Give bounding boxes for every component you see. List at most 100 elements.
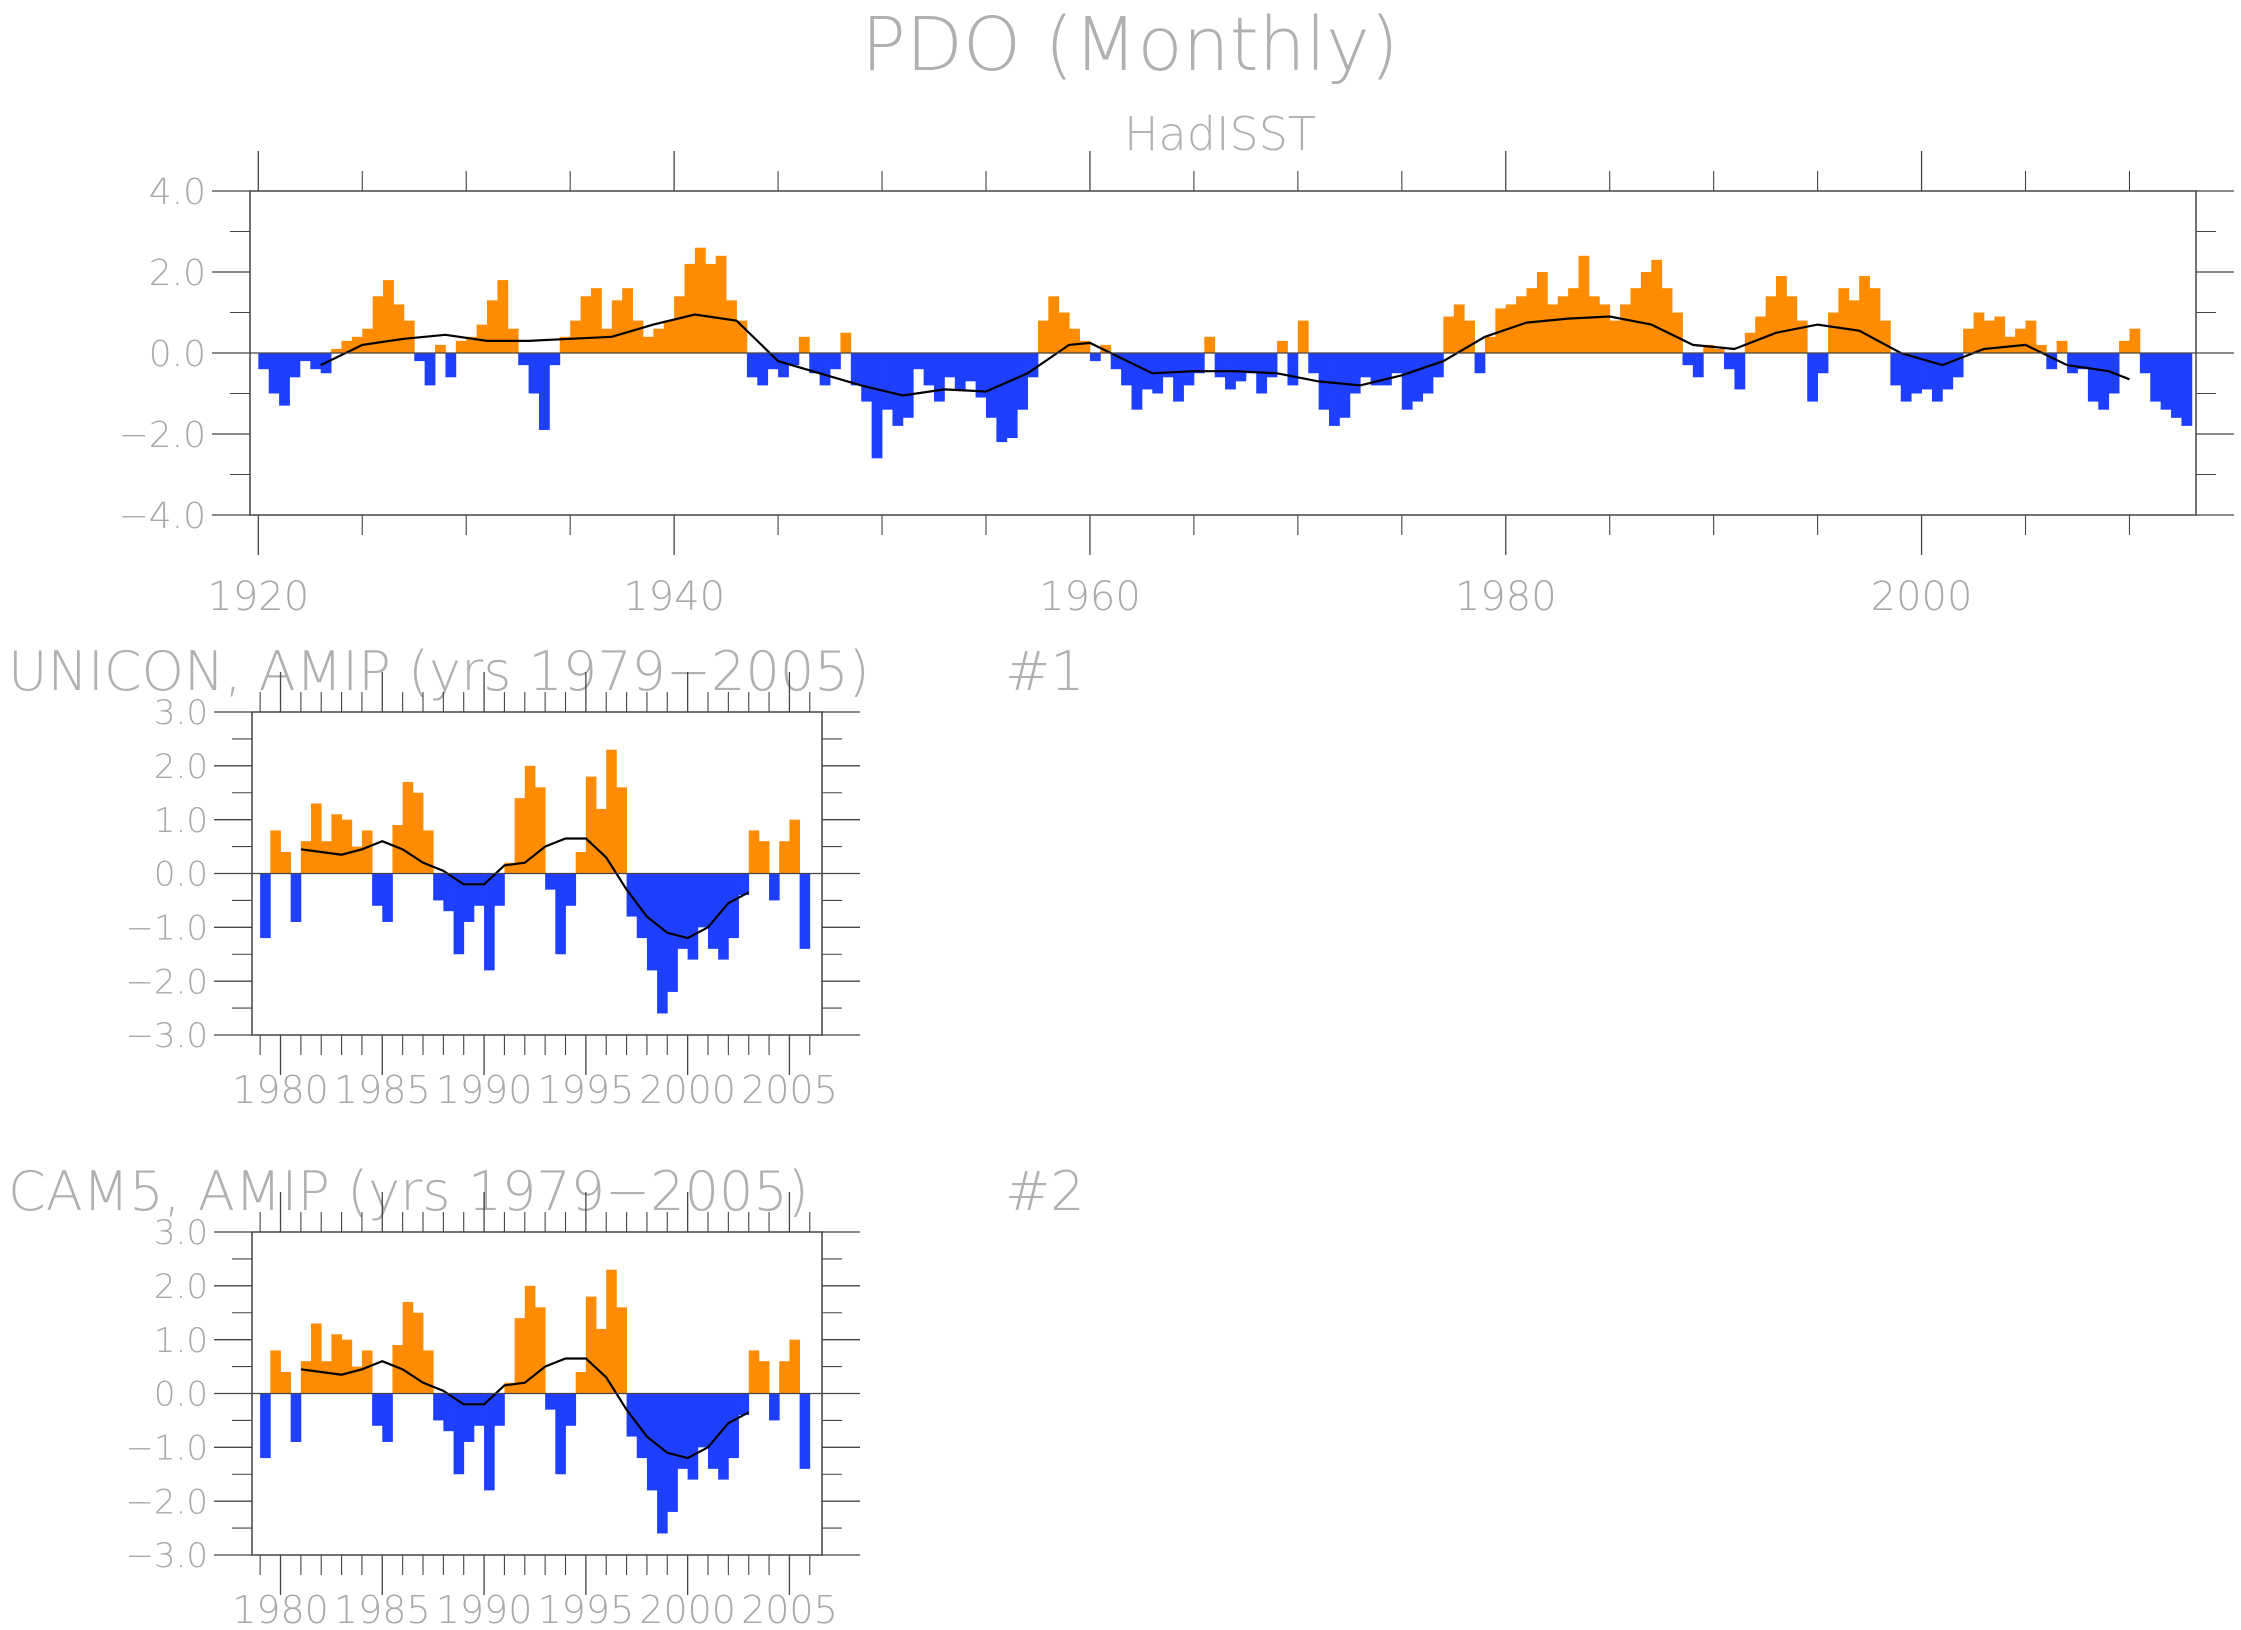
positive-bar [1277,340,1288,353]
positive-bar [2129,328,2141,353]
positive-bar [632,320,644,353]
negative-bar [1921,353,1933,390]
y-tick-label: −1.0 [125,1429,208,1469]
positive-bar [570,320,581,353]
negative-bar [453,873,465,955]
positive-bar [1453,304,1465,353]
positive-bar [1048,296,1060,353]
smoothed-line [300,1357,750,1460]
negative-bar [934,353,945,402]
y-tick-label: 2.0 [149,253,206,294]
negative-bar [767,353,779,370]
negative-bar [636,873,648,939]
x-tick-label: 2000 [639,1588,736,1630]
positive-bar [534,787,546,874]
positive-bar [270,830,281,874]
positive-bar [1869,288,1881,353]
negative-bar [1308,353,1320,374]
negative-bar [1287,353,1299,386]
negative-bar [677,1393,689,1469]
negative-bar [913,353,925,370]
positive-bar [1765,296,1777,353]
y-tick-label: 0.0 [154,855,208,895]
positive-bar [606,749,617,874]
negative-bar [2139,353,2151,374]
positive-bar [1776,276,1787,353]
positive-bar [606,1269,617,1394]
positive-bar [1848,300,1860,353]
positive-bar [616,1307,627,1394]
negative-bar [1734,353,1746,390]
negative-bar [718,873,729,960]
negative-bar [290,1393,302,1442]
positive-bar [1484,336,1496,353]
panel-title: CAM5, AMIP (yrs 1979−2005) [8,1160,809,1223]
negative-bar [687,1393,699,1480]
negative-bar [799,1393,811,1469]
positive-bar [663,320,675,353]
positive-bar [840,332,852,353]
negative-bar [260,1393,271,1459]
negative-bar [1245,353,1257,374]
positive-bar [524,765,536,874]
negative-bar [1724,353,1735,370]
negative-bar [1412,353,1423,402]
x-tick-label: 2005 [741,1068,838,1112]
positive-bar [1994,316,2006,353]
positive-bar [622,288,633,353]
negative-bar [1110,353,1122,370]
positive-bar [1557,296,1569,353]
positive-bar [280,1371,292,1394]
negative-bar [728,1393,739,1459]
negative-bar [414,353,426,362]
negative-bar [1370,353,1382,386]
negative-bar [788,353,800,366]
positive-bar [798,336,810,353]
positive-bar [504,862,516,874]
positive-bar [524,1285,536,1394]
negative-bar [708,873,719,949]
negative-bar [1017,353,1028,410]
negative-bar [769,873,780,901]
negative-bar [1682,353,1694,366]
positive-bar [280,851,292,874]
positive-bar [1297,320,1309,353]
y-tick-label: −4.0 [119,496,206,537]
positive-bar [300,841,312,874]
negative-bar [738,1393,750,1416]
negative-bar [1900,353,1912,402]
positive-bar [2025,320,2037,353]
negative-bar [1890,353,1902,386]
positive-bar [1661,288,1673,353]
panel-cam5: CAM5, AMIP (yrs 1979−2005) #2 3.0 2.0 1.0 0… [8,1160,1085,1630]
negative-bar [453,1393,465,1475]
positive-bar [504,1382,516,1394]
x-tick-label: 2000 [639,1068,736,1112]
negative-bar [289,353,301,378]
positive-bar [715,255,727,353]
y-tick-label: −3.0 [125,1016,208,1056]
positive-bar [590,288,602,353]
positive-bar [585,1296,597,1394]
positive-bar [1963,328,1974,353]
page-title: PDO (Monthly) [861,2,1398,88]
negative-bar [2171,353,2182,418]
positive-bar [321,1361,332,1394]
negative-bar [310,353,322,370]
negative-bar [1329,353,1340,426]
negative-bar [2087,353,2099,402]
negative-bar [494,1393,505,1426]
positive-bar [789,1339,801,1394]
x-tick-label: 1920 [207,574,309,620]
negative-bar [463,873,475,922]
positive-bar [1526,288,1538,353]
panel-title: UNICON, AMIP (yrs 1979−2005) [8,640,870,703]
positive-bar [1620,304,1631,353]
negative-bar [538,353,550,430]
y-tick-label: 1.0 [154,801,208,841]
smoothed-line [320,313,2130,397]
negative-bar [473,1393,485,1426]
